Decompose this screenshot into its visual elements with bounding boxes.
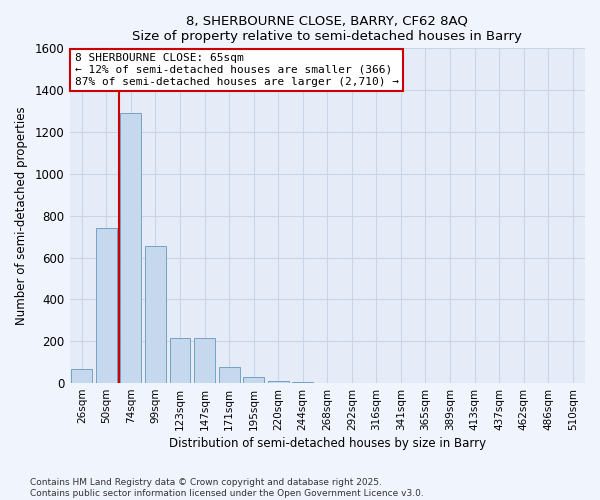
Bar xyxy=(218,368,239,383)
Bar xyxy=(71,370,92,383)
Title: 8, SHERBOURNE CLOSE, BARRY, CF62 8AQ
Size of property relative to semi-detached : 8, SHERBOURNE CLOSE, BARRY, CF62 8AQ Siz… xyxy=(133,15,522,43)
Bar xyxy=(96,228,117,383)
Bar xyxy=(292,382,313,383)
Bar xyxy=(243,377,264,383)
Text: Contains HM Land Registry data © Crown copyright and database right 2025.
Contai: Contains HM Land Registry data © Crown c… xyxy=(30,478,424,498)
Y-axis label: Number of semi-detached properties: Number of semi-detached properties xyxy=(15,106,28,325)
Bar xyxy=(194,338,215,383)
Bar xyxy=(121,113,142,383)
Bar xyxy=(170,338,190,383)
Text: 8 SHERBOURNE CLOSE: 65sqm
← 12% of semi-detached houses are smaller (366)
87% of: 8 SHERBOURNE CLOSE: 65sqm ← 12% of semi-… xyxy=(75,54,399,86)
Bar xyxy=(145,246,166,383)
X-axis label: Distribution of semi-detached houses by size in Barry: Distribution of semi-detached houses by … xyxy=(169,437,486,450)
Bar xyxy=(268,381,289,383)
